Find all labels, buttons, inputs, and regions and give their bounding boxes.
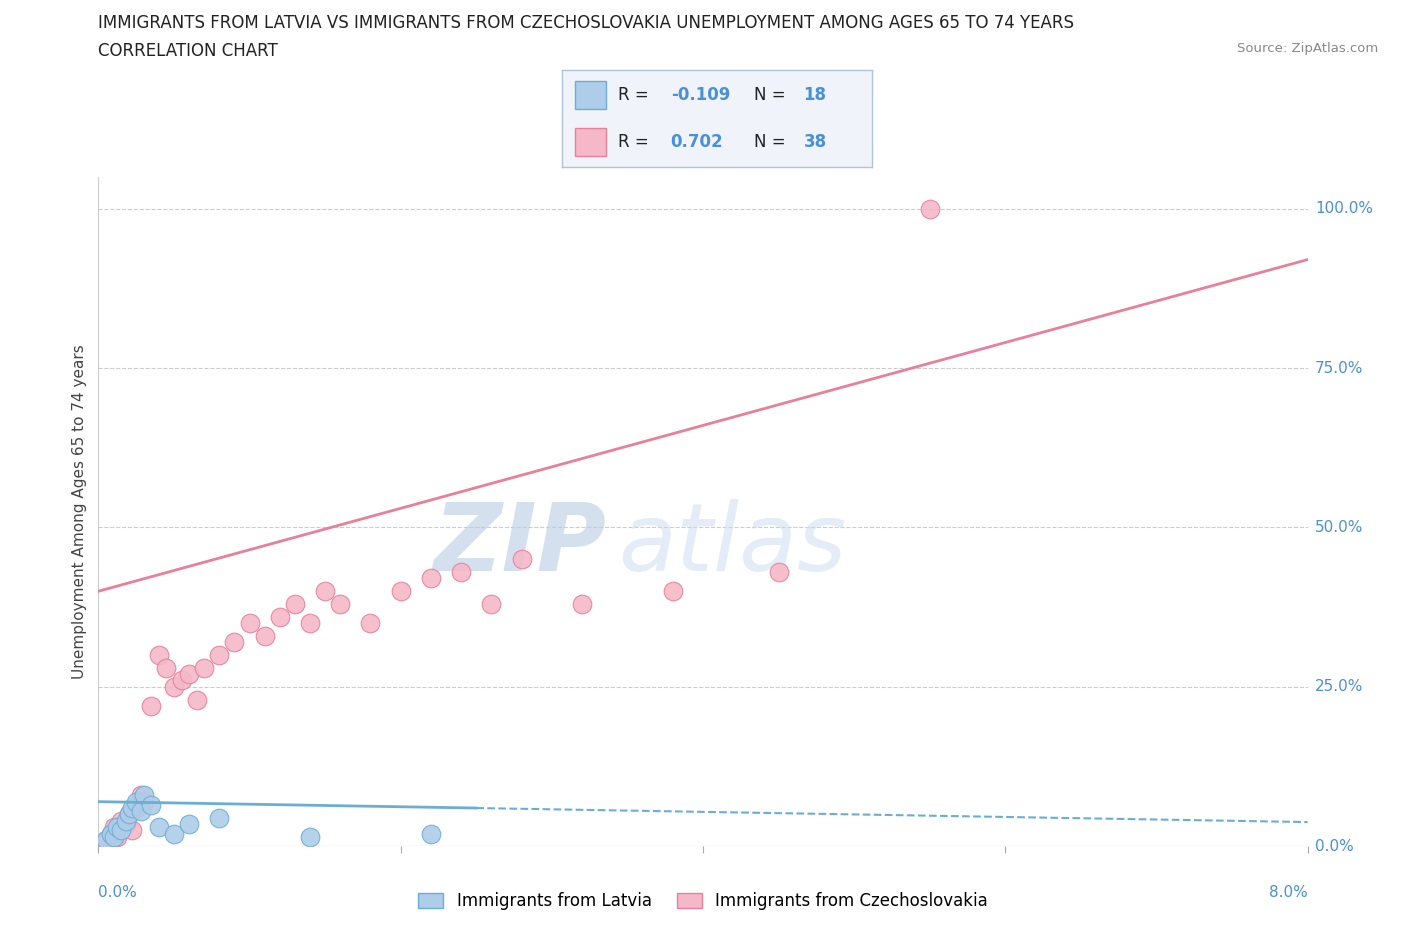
Text: 25.0%: 25.0% bbox=[1315, 680, 1364, 695]
Point bbox=[103, 819, 125, 834]
Y-axis label: Unemployment Among Ages 65 to 74 years: Unemployment Among Ages 65 to 74 years bbox=[72, 344, 87, 679]
Point bbox=[269, 609, 291, 624]
Point bbox=[239, 616, 262, 631]
Point bbox=[141, 797, 163, 812]
Point bbox=[132, 794, 155, 809]
Point bbox=[420, 571, 443, 586]
Point bbox=[170, 673, 193, 688]
Point bbox=[389, 584, 412, 599]
Point bbox=[253, 629, 276, 644]
Text: 100.0%: 100.0% bbox=[1315, 201, 1374, 216]
Point bbox=[481, 596, 503, 611]
Point bbox=[420, 826, 443, 841]
Text: -0.109: -0.109 bbox=[671, 86, 730, 104]
Text: 50.0%: 50.0% bbox=[1315, 520, 1364, 535]
Text: 38: 38 bbox=[804, 133, 827, 151]
Point bbox=[105, 819, 128, 834]
Text: N =: N = bbox=[754, 133, 792, 151]
Legend: Immigrants from Latvia, Immigrants from Czechoslovakia: Immigrants from Latvia, Immigrants from … bbox=[412, 885, 994, 917]
Point bbox=[224, 635, 246, 650]
Text: R =: R = bbox=[619, 86, 654, 104]
Point bbox=[114, 814, 136, 829]
Point bbox=[177, 667, 201, 682]
Point bbox=[125, 794, 148, 809]
Bar bbox=[575, 82, 606, 109]
Point bbox=[284, 596, 307, 611]
Point bbox=[121, 823, 143, 838]
Point bbox=[155, 660, 177, 675]
Text: N =: N = bbox=[754, 86, 792, 104]
Point bbox=[450, 565, 472, 579]
Point bbox=[298, 616, 321, 631]
Text: CORRELATION CHART: CORRELATION CHART bbox=[98, 42, 278, 60]
Point bbox=[177, 817, 201, 831]
Point bbox=[360, 616, 382, 631]
Point bbox=[110, 823, 132, 838]
Point bbox=[94, 832, 117, 847]
Point bbox=[118, 807, 141, 822]
Point bbox=[298, 830, 321, 844]
Point bbox=[314, 584, 336, 599]
Text: Source: ZipAtlas.com: Source: ZipAtlas.com bbox=[1237, 42, 1378, 55]
Point bbox=[129, 804, 152, 818]
Text: IMMIGRANTS FROM LATVIA VS IMMIGRANTS FROM CZECHOSLOVAKIA UNEMPLOYMENT AMONG AGES: IMMIGRANTS FROM LATVIA VS IMMIGRANTS FRO… bbox=[98, 14, 1074, 32]
Text: 0.0%: 0.0% bbox=[98, 884, 138, 899]
Point bbox=[208, 810, 231, 825]
Point bbox=[103, 830, 125, 844]
Text: 18: 18 bbox=[804, 86, 827, 104]
Point bbox=[918, 201, 941, 216]
Point bbox=[193, 660, 215, 675]
Point bbox=[125, 801, 148, 816]
Point bbox=[141, 698, 163, 713]
Point bbox=[329, 596, 352, 611]
Point bbox=[186, 692, 208, 707]
Point bbox=[768, 565, 790, 579]
Point bbox=[148, 647, 170, 662]
Point bbox=[571, 596, 593, 611]
Point bbox=[148, 819, 170, 834]
Point bbox=[132, 788, 155, 803]
Point bbox=[163, 826, 186, 841]
Text: 75.0%: 75.0% bbox=[1315, 361, 1364, 376]
Bar bbox=[575, 128, 606, 155]
Point bbox=[163, 680, 186, 695]
Point bbox=[114, 817, 136, 831]
Text: R =: R = bbox=[619, 133, 654, 151]
Point bbox=[110, 814, 132, 829]
Text: 0.702: 0.702 bbox=[671, 133, 723, 151]
Point bbox=[94, 832, 117, 847]
Point bbox=[129, 788, 152, 803]
Point bbox=[118, 807, 141, 822]
Point bbox=[510, 551, 533, 566]
Text: 0.0%: 0.0% bbox=[1315, 839, 1354, 854]
Point bbox=[121, 801, 143, 816]
Point bbox=[100, 826, 122, 841]
Point bbox=[208, 647, 231, 662]
Text: 8.0%: 8.0% bbox=[1268, 884, 1308, 899]
Point bbox=[100, 826, 122, 841]
Point bbox=[661, 584, 683, 599]
Text: ZIP: ZIP bbox=[433, 499, 606, 591]
Point bbox=[105, 830, 128, 844]
Text: atlas: atlas bbox=[619, 499, 846, 591]
